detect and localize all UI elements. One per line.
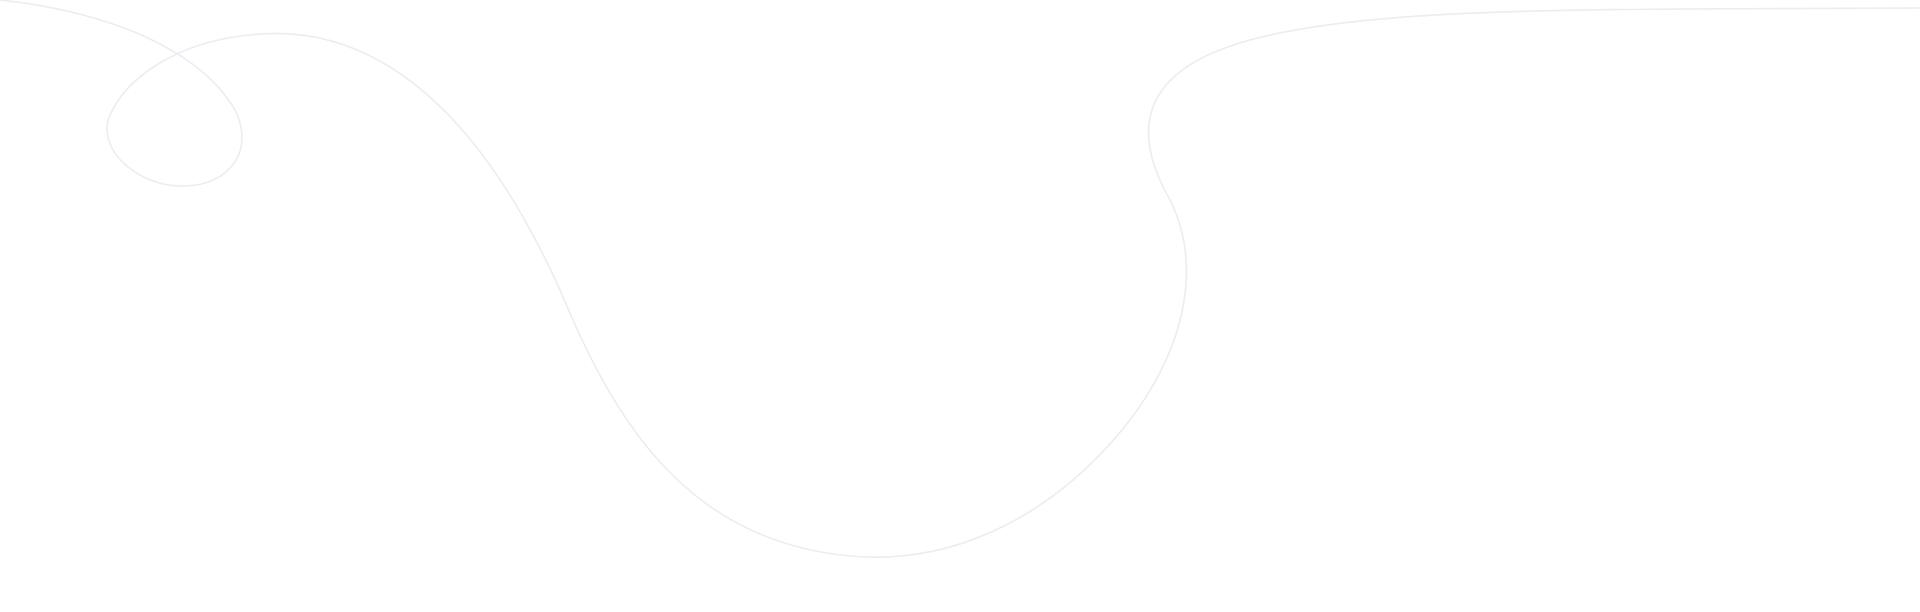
decorative-curve-line — [0, 0, 1920, 558]
